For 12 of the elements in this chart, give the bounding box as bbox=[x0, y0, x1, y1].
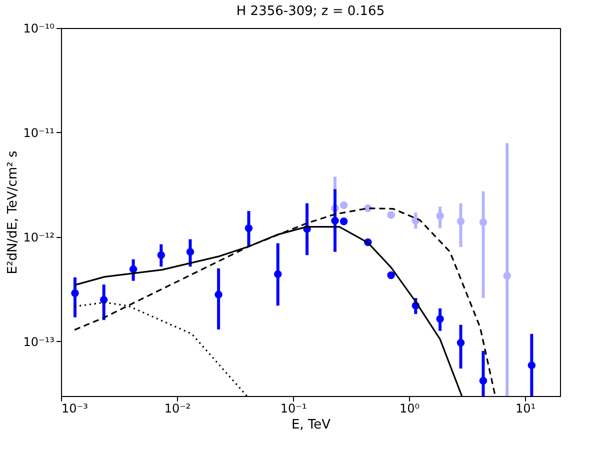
x-tick-label: 10⁻³ bbox=[62, 402, 88, 416]
y-tick-label: 10⁻¹³ bbox=[23, 334, 55, 349]
x-tick-label: 10⁰ bbox=[400, 402, 420, 416]
x-tick-label: 10⁻¹ bbox=[280, 402, 307, 416]
y-axis-title: E²dN/dE, TeV/cm² s bbox=[5, 150, 20, 274]
x-axis-title: E, TeV bbox=[291, 418, 331, 432]
chart-title: H 2356-309; z = 0.165 bbox=[236, 4, 385, 19]
y-tick-label: 10⁻¹¹ bbox=[23, 126, 55, 140]
x-tick-label: 10¹ bbox=[516, 402, 536, 416]
y-tick-label: 10⁻¹² bbox=[23, 230, 55, 244]
y-tick-label: 10⁻¹⁰ bbox=[23, 22, 55, 36]
x-tick-label: 10⁻² bbox=[164, 402, 191, 416]
